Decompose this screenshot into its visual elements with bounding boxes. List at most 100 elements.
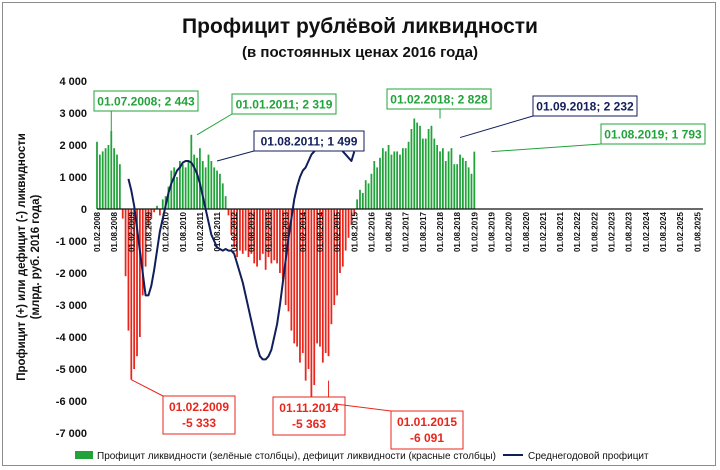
bar <box>207 154 210 209</box>
bar <box>410 129 413 209</box>
bar <box>390 154 393 209</box>
annotation-leader <box>459 115 534 139</box>
bar <box>107 145 110 209</box>
annotation-box <box>231 93 337 115</box>
bar <box>227 209 230 216</box>
annotation-leader <box>491 143 602 153</box>
bar <box>424 138 427 209</box>
bar <box>370 173 373 209</box>
x-tick-label: 01.02.2008 <box>93 211 102 252</box>
x-tick-label: 01.02.2018 <box>436 211 445 252</box>
x-tick-label: 01.02.2025 <box>676 211 685 252</box>
bar <box>473 151 476 209</box>
y-tick-label: -6 000 <box>56 396 87 408</box>
bar <box>347 209 350 238</box>
bar <box>327 209 330 357</box>
bar <box>110 130 113 209</box>
bar <box>456 164 459 209</box>
x-tick-label: 01.08.2012 <box>247 211 256 252</box>
annotation-label: -6 091 <box>410 431 444 445</box>
annotation-label: 01.08.2019; 1 793 <box>604 128 702 142</box>
bar <box>259 209 261 261</box>
bar <box>196 157 198 209</box>
bar <box>324 209 327 353</box>
bar <box>133 209 136 369</box>
x-tick-label: 01.08.2023 <box>625 211 634 252</box>
x-tick-label: 01.02.2023 <box>608 211 617 252</box>
bar <box>399 154 401 209</box>
annotation-box <box>532 95 638 117</box>
bar <box>270 209 273 264</box>
bar <box>167 186 170 209</box>
x-tick-label: 01.02.2016 <box>367 211 376 252</box>
bar <box>193 154 196 209</box>
bar <box>444 161 447 209</box>
x-tick-label: 01.02.2017 <box>402 211 411 252</box>
annotation-box <box>272 396 346 436</box>
bar <box>384 151 387 209</box>
bar <box>381 148 384 209</box>
bar <box>150 209 153 219</box>
bar <box>450 148 453 209</box>
annotation-leader <box>216 150 255 162</box>
x-tick-label: 01.08.2016 <box>385 211 394 252</box>
bar <box>467 167 470 209</box>
bar <box>301 209 304 353</box>
bar <box>230 209 233 235</box>
bar <box>144 209 147 267</box>
bar <box>147 209 150 229</box>
bar <box>221 183 224 209</box>
x-tick-label: 01.08.2013 <box>282 211 291 252</box>
bar <box>184 167 187 209</box>
bar <box>330 209 333 325</box>
bar <box>404 148 407 209</box>
chart-frame: Профицит рублёвой ликвидности (в постоянн… <box>2 2 716 466</box>
bar <box>304 209 307 381</box>
x-tick-label: 01.08.2025 <box>693 211 702 252</box>
y-tick-label: 2 000 <box>59 140 87 152</box>
annotation-label: 01.08.2011; 1 499 <box>261 135 358 149</box>
bar <box>187 161 190 209</box>
bar <box>290 209 293 331</box>
bar <box>307 209 310 369</box>
bar <box>364 180 367 209</box>
bar <box>104 148 107 209</box>
annotation-label: 01.07.2008; 2 443 <box>97 95 195 109</box>
annotation-box <box>386 88 492 110</box>
annotation-label: 01.09.2018; 2 232 <box>536 100 634 114</box>
annotation-box <box>253 130 365 152</box>
x-tick-label: 01.02.2013 <box>265 211 274 252</box>
y-tick-label: -5 000 <box>56 364 87 376</box>
bar <box>293 209 296 344</box>
x-tick-label: 01.08.2017 <box>419 211 428 252</box>
bar <box>344 209 347 251</box>
x-tick-label: 01.02.2019 <box>470 211 479 252</box>
bar <box>247 209 250 257</box>
bar <box>379 157 381 209</box>
x-tick-label: 01.08.2024 <box>659 211 668 252</box>
bar <box>121 209 124 219</box>
chart-title: Профицит рублёвой ликвидности <box>182 15 538 38</box>
y-axis-label-units: (млрд. руб. 2016 года) <box>30 195 42 320</box>
x-tick-label: 01.02.2012 <box>230 211 239 252</box>
bar <box>339 209 341 273</box>
y-tick-label: 0 <box>81 204 87 216</box>
bar <box>341 209 344 267</box>
bar <box>219 173 221 209</box>
legend-label-bars: Профицит ликвидности (зелёные столбцы), … <box>97 450 496 462</box>
bar <box>124 209 127 277</box>
bar <box>441 148 444 209</box>
bar <box>319 209 321 347</box>
x-tick-label: 01.02.2009 <box>127 211 136 252</box>
bar <box>239 209 241 251</box>
x-tick-label: 01.02.2010 <box>162 211 171 252</box>
bar <box>170 170 173 209</box>
bar <box>261 209 264 254</box>
x-tick-label: 01.02.2022 <box>573 211 582 252</box>
bar <box>462 157 464 209</box>
bar <box>353 209 356 216</box>
annotation-label: 01.02.2018; 2 828 <box>390 93 488 107</box>
bar <box>210 161 213 209</box>
bar <box>253 209 256 264</box>
annotation-label: 01.01.2015 <box>397 415 457 429</box>
